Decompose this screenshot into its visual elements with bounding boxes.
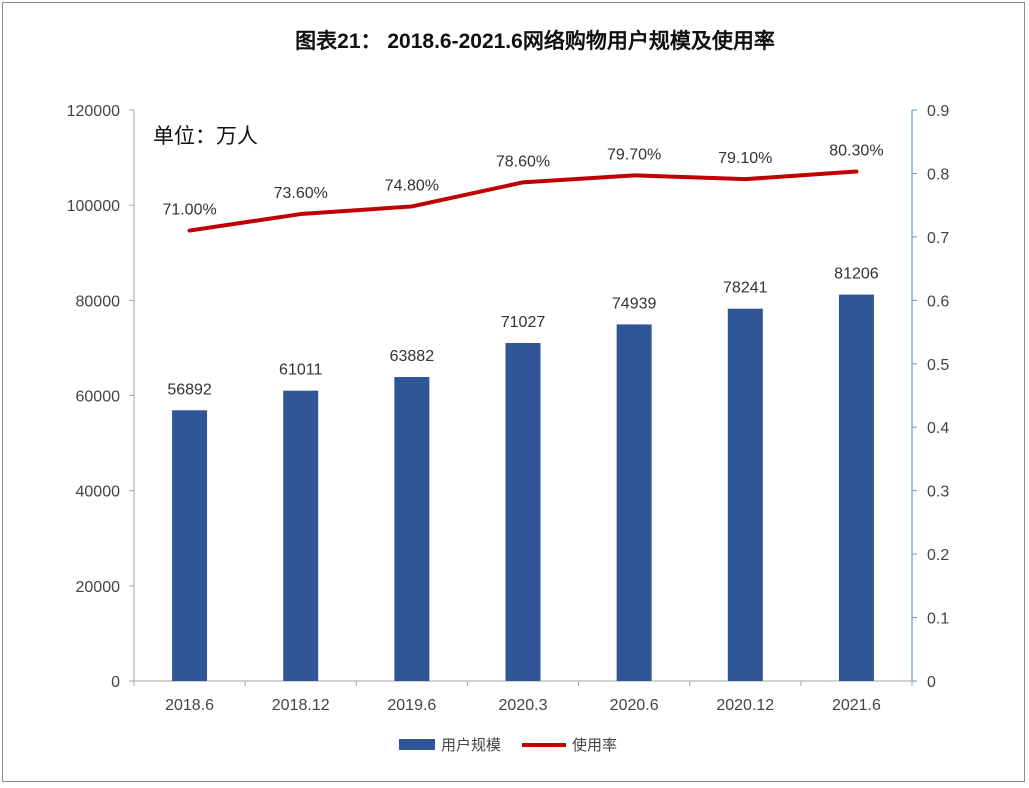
line-data-label: 73.60% [274, 185, 328, 202]
x-tick-label: 2020.3 [499, 697, 548, 714]
line-data-label: 71.00% [162, 202, 216, 219]
bar [616, 324, 652, 681]
y-left-tick-label: 20000 [76, 579, 121, 596]
bars-group: 56892 61011 63882 71027 74939 78241 81206 [167, 266, 879, 681]
y-right-tick-label: 0.9 [927, 103, 949, 120]
bar [505, 343, 541, 681]
line-data-label: 79.10% [718, 150, 772, 167]
line-data-label: 80.30% [829, 143, 883, 160]
x-tick-label: 2021.6 [832, 697, 881, 714]
y-right-tick-label: 0.5 [927, 357, 949, 374]
y-right-tick-label: 0.6 [927, 293, 949, 310]
y-right-tick-label: 0.8 [927, 166, 949, 183]
chart-svg: 图表21： 2018.6-2021.6网络购物用户规模及使用率 单位：万人 0 2… [67, 29, 950, 754]
bar-data-label: 81206 [834, 266, 879, 283]
legend-label-rate: 使用率 [572, 737, 617, 754]
bar-data-label: 71027 [501, 314, 546, 331]
chart-title: 图表21： 2018.6-2021.6网络购物用户规模及使用率 [295, 29, 775, 53]
line-data-label: 78.60% [496, 153, 550, 170]
y-right-tick-label: 0.4 [927, 420, 949, 437]
x-tick-label: 2019.6 [387, 697, 436, 714]
legend: 用户规模 使用率 [399, 737, 617, 754]
bar [838, 294, 874, 681]
unit-note: 单位：万人 [153, 125, 258, 148]
y-left-tick-label: 40000 [76, 484, 121, 501]
line-data-label: 79.70% [607, 146, 661, 163]
y-right-tick-label: 0.2 [927, 547, 949, 564]
line-group: 71.00% 73.60% 74.80% 78.60% 79.70% 79.10% 80.3… [162, 143, 884, 233]
x-tick-label: 2018.12 [272, 697, 330, 714]
bar-data-label: 78241 [723, 280, 768, 297]
y-left-tick-label: 80000 [76, 293, 121, 310]
y-left-tick-label: 120000 [67, 103, 120, 120]
y-left-tick-label: 0 [111, 674, 120, 691]
bar [172, 410, 208, 681]
legend-swatch-users [399, 739, 435, 750]
y-right-tick-label: 0 [927, 674, 936, 691]
y-right-tick-label: 0.7 [927, 230, 949, 247]
y-right-tick-label: 0.1 [927, 611, 949, 628]
bar-data-label: 61011 [279, 362, 322, 379]
x-tick-label: 2018.6 [165, 697, 214, 714]
y-left-tick-label: 100000 [67, 198, 120, 215]
axes-group: 0 20000 40000 60000 80000 100000 120000 0 0.1 0.2… [67, 103, 950, 714]
y-right-tick-label: 0.3 [927, 484, 949, 501]
x-tick-label: 2020.6 [610, 697, 659, 714]
bar-data-label: 63882 [390, 348, 435, 365]
bar-data-label: 74939 [612, 295, 657, 312]
bar [394, 377, 430, 681]
x-tick-label: 2020.12 [716, 697, 774, 714]
bar [727, 308, 763, 681]
bar-data-label: 56892 [167, 381, 212, 398]
line-data-label: 74.80% [385, 177, 439, 194]
y-left-tick-label: 60000 [76, 389, 121, 406]
bar [283, 390, 319, 681]
usage-rate-line [187, 169, 859, 233]
legend-label-users: 用户规模 [441, 737, 501, 754]
